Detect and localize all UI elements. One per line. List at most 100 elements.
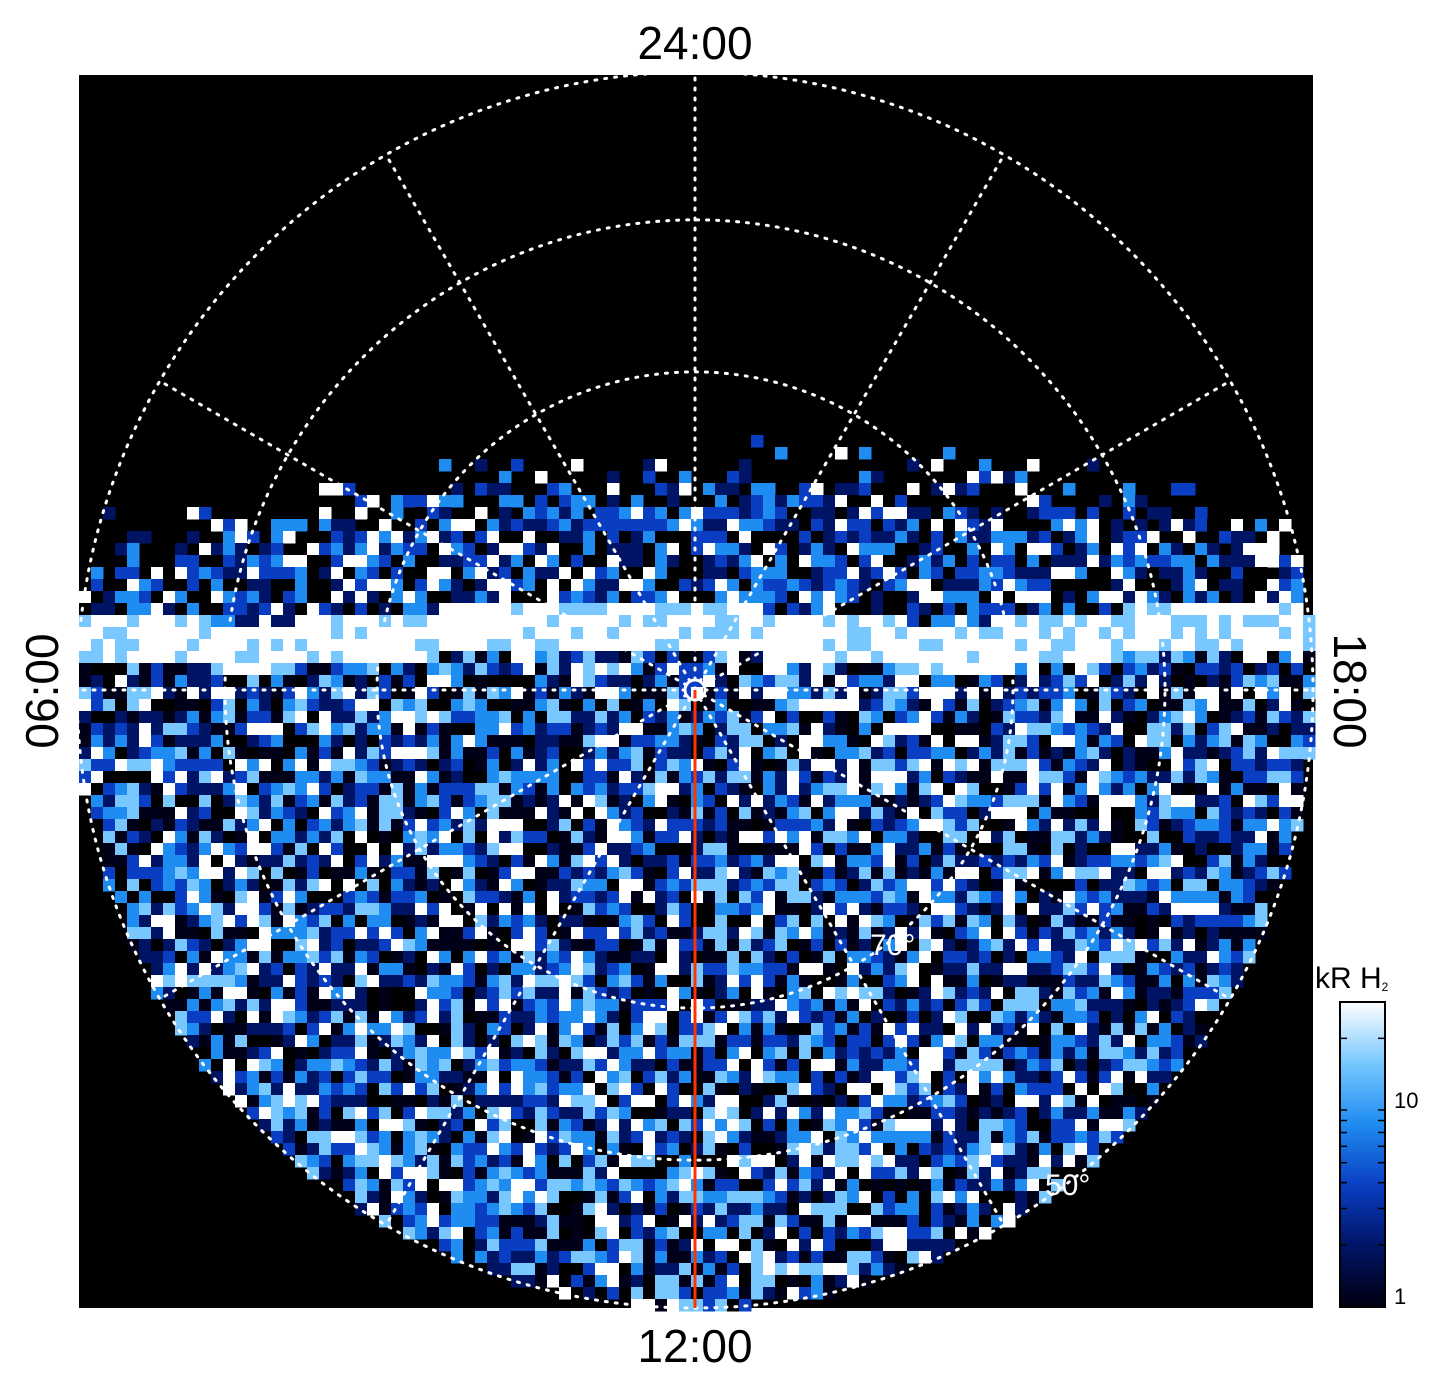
emission-cell [571,711,584,724]
emission-cell [475,711,488,724]
emission-cell [1051,795,1064,808]
emission-cell [991,735,1004,748]
emission-cell [1003,1095,1016,1108]
emission-cell [595,867,608,880]
emission-cell [847,663,860,676]
emission-cell [1063,879,1076,892]
emission-cell [379,1059,392,1072]
emission-cell [691,831,704,844]
emission-cell [643,891,656,904]
emission-cell [667,639,680,652]
emission-cell [595,819,608,832]
emission-cell [739,927,752,940]
emission-cell [259,651,272,664]
emission-cell [211,747,224,760]
emission-cell [1087,591,1100,604]
emission-cell [475,1071,488,1084]
emission-cell [799,1107,812,1120]
emission-cell [463,531,476,544]
emission-cell [427,663,440,676]
emission-cell [943,867,956,880]
emission-cell [343,615,356,628]
emission-cell [247,1095,260,1108]
emission-cell [1051,1083,1064,1096]
emission-cell [955,963,968,976]
emission-cell [871,1059,884,1072]
emission-cell [871,483,884,496]
emission-cell [739,1071,752,1084]
emission-cell [199,723,212,736]
emission-cell [1063,999,1076,1012]
emission-cell [871,627,884,640]
emission-cell [439,651,452,664]
emission-cell [439,735,452,748]
emission-cell [991,519,1004,532]
emission-cell [175,759,188,772]
emission-cell [307,975,320,988]
emission-cell [1231,735,1244,748]
emission-cell [379,1035,392,1048]
emission-cell [835,867,848,880]
emission-cell [559,939,572,952]
emission-cell [1111,543,1124,556]
emission-cell [127,891,140,904]
emission-cell [907,1083,920,1096]
emission-cell [127,783,140,796]
emission-cell [811,603,824,616]
emission-cell [679,651,692,664]
emission-cell [1219,927,1232,940]
emission-cell [991,567,1004,580]
emission-cell [1279,807,1292,820]
emission-cell [823,591,836,604]
emission-cell [91,747,104,760]
emission-cell [1171,807,1184,820]
emission-cell [1195,915,1208,928]
emission-cell [1207,987,1220,1000]
emission-cell [775,879,788,892]
emission-cell [1207,567,1220,580]
emission-cell [259,747,272,760]
emission-cell [691,867,704,880]
emission-cell [1123,555,1136,568]
emission-cell [1015,1107,1028,1120]
emission-cell [331,855,344,868]
emission-cell [511,519,524,532]
emission-cell [1243,555,1256,568]
emission-cell [667,1083,680,1096]
emission-cell [715,591,728,604]
emission-cell [1195,903,1208,916]
emission-cell [1147,567,1160,580]
emission-cell [1219,615,1232,628]
emission-cell [379,1119,392,1132]
emission-cell [1267,723,1280,736]
emission-cell [1051,1035,1064,1048]
emission-cell [931,975,944,988]
emission-cell [655,939,668,952]
emission-cell [1063,843,1076,856]
emission-cell [211,735,224,748]
emission-cell [1267,615,1280,628]
emission-cell [1003,951,1016,964]
emission-cell [1159,903,1172,916]
emission-cell [643,1107,656,1120]
emission-cell [91,651,104,664]
emission-cell [763,651,776,664]
emission-cell [619,951,632,964]
emission-cell [775,951,788,964]
emission-cell [727,615,740,628]
emission-cell [931,1023,944,1036]
emission-cell [763,735,776,748]
emission-cell [439,939,452,952]
emission-cell [475,1083,488,1096]
emission-cell [967,903,980,916]
emission-cell [403,783,416,796]
emission-cell [763,615,776,628]
emission-cell [535,855,548,868]
emission-cell [1027,807,1040,820]
emission-cell [1015,927,1028,940]
emission-cell [127,615,140,628]
emission-cell [235,975,248,988]
emission-cell [799,783,812,796]
emission-cell [451,495,464,508]
emission-cell [283,675,296,688]
